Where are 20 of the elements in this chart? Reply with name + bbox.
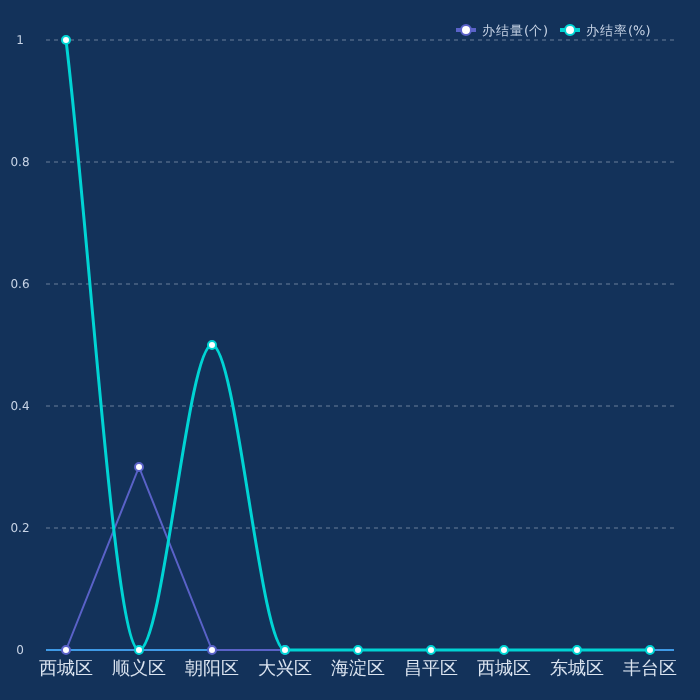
point bbox=[134, 462, 144, 472]
point bbox=[353, 645, 363, 655]
point bbox=[499, 645, 509, 655]
x-tick-label: 顺义区 bbox=[112, 658, 166, 680]
point bbox=[61, 35, 71, 45]
x-tick-label: 西城区 bbox=[477, 658, 531, 680]
x-tick-label: 东城区 bbox=[550, 658, 604, 680]
x-tick-label: 丰台区 bbox=[623, 658, 677, 680]
x-tick-label: 昌平区 bbox=[404, 658, 458, 680]
point bbox=[207, 340, 217, 350]
point bbox=[134, 645, 144, 655]
x-tick-label: 西城区 bbox=[39, 658, 93, 680]
point bbox=[645, 645, 655, 655]
point bbox=[207, 645, 217, 655]
x-tick-label: 朝阳区 bbox=[185, 658, 239, 680]
point bbox=[61, 645, 71, 655]
x-tick-label: 大兴区 bbox=[258, 658, 312, 680]
x-tick-label: 海淀区 bbox=[331, 658, 385, 680]
point bbox=[572, 645, 582, 655]
point bbox=[426, 645, 436, 655]
